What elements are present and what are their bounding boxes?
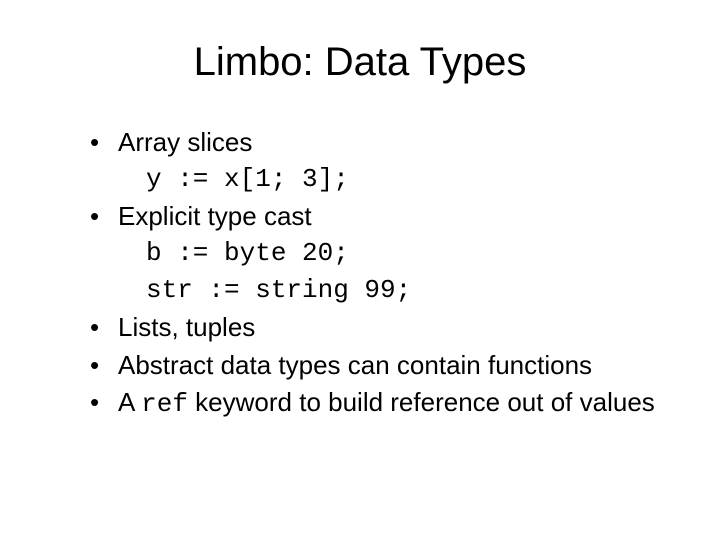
code-line: str := string 99; bbox=[90, 273, 660, 308]
code-line: b := byte 20; bbox=[90, 236, 660, 271]
inline-code-ref: ref bbox=[141, 389, 188, 419]
bullet-text: Explicit type cast bbox=[118, 201, 312, 231]
slide: Limbo: Data Types Array slices y := x[1;… bbox=[0, 0, 720, 540]
slide-title: Limbo: Data Types bbox=[0, 40, 720, 85]
bullet-adt: Abstract data types can contain function… bbox=[90, 348, 660, 383]
bullet-explicit-cast: Explicit type cast bbox=[90, 199, 660, 234]
bullet-ref-keyword: A ref keyword to build reference out of … bbox=[90, 385, 660, 422]
slide-content: Array slices y := x[1; 3]; Explicit type… bbox=[0, 125, 720, 422]
bullet-text-post: keyword to build reference out of values bbox=[188, 387, 655, 417]
bullet-text: Array slices bbox=[118, 127, 252, 157]
bullet-text: Abstract data types can contain function… bbox=[118, 350, 592, 380]
bullet-lists-tuples: Lists, tuples bbox=[90, 310, 660, 345]
bullet-text: Lists, tuples bbox=[118, 312, 255, 342]
bullet-list: Array slices y := x[1; 3]; Explicit type… bbox=[90, 125, 660, 422]
code-line: y := x[1; 3]; bbox=[90, 162, 660, 197]
bullet-array-slices: Array slices bbox=[90, 125, 660, 160]
bullet-text-pre: A bbox=[118, 387, 141, 417]
